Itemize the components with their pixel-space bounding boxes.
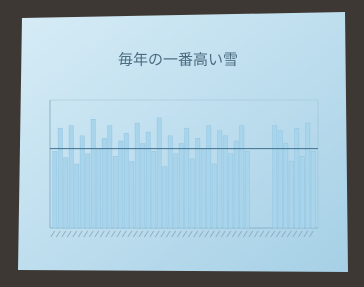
bar: [212, 164, 216, 228]
bar: [108, 126, 112, 228]
bar: [86, 154, 90, 228]
bar: [69, 126, 73, 228]
bar: [119, 141, 123, 228]
bar: [185, 128, 189, 228]
bar: [135, 123, 139, 228]
bar: [168, 136, 172, 228]
bar: [124, 133, 128, 228]
bar: [75, 164, 79, 228]
bar: [163, 167, 167, 228]
bar: [64, 158, 68, 228]
bar: [273, 126, 277, 228]
bar: [152, 151, 156, 228]
bar: [141, 144, 145, 228]
bar: [80, 136, 84, 228]
bar: [53, 151, 57, 228]
bar: [223, 136, 227, 228]
bar: [113, 156, 117, 228]
bar: [174, 154, 178, 228]
bar: [295, 128, 299, 228]
bar: [201, 149, 205, 228]
bar: [300, 156, 304, 228]
bar: [157, 118, 161, 228]
bar: [289, 161, 293, 228]
bar: [196, 138, 200, 228]
bar: [234, 141, 238, 228]
bar: [218, 131, 222, 228]
bar: [311, 151, 315, 228]
bar: [146, 132, 150, 228]
chart-title: 毎年の一番高い雪: [118, 51, 238, 69]
bar: [284, 144, 288, 228]
page: 毎年の一番高い雪 (() => { const data = JSON.pars…: [0, 0, 364, 287]
bar: [229, 154, 233, 228]
bar: [240, 126, 244, 228]
bar: [306, 123, 310, 228]
bar: [278, 131, 282, 228]
bar: [190, 159, 194, 228]
bar: [245, 151, 249, 228]
bar: [91, 119, 95, 228]
bar: [58, 128, 62, 228]
bar: [179, 144, 183, 228]
bar: [102, 138, 106, 228]
bar: [207, 126, 211, 228]
bar: [97, 149, 101, 228]
chart: 毎年の一番高い雪: [0, 0, 364, 287]
bar: [130, 161, 134, 228]
